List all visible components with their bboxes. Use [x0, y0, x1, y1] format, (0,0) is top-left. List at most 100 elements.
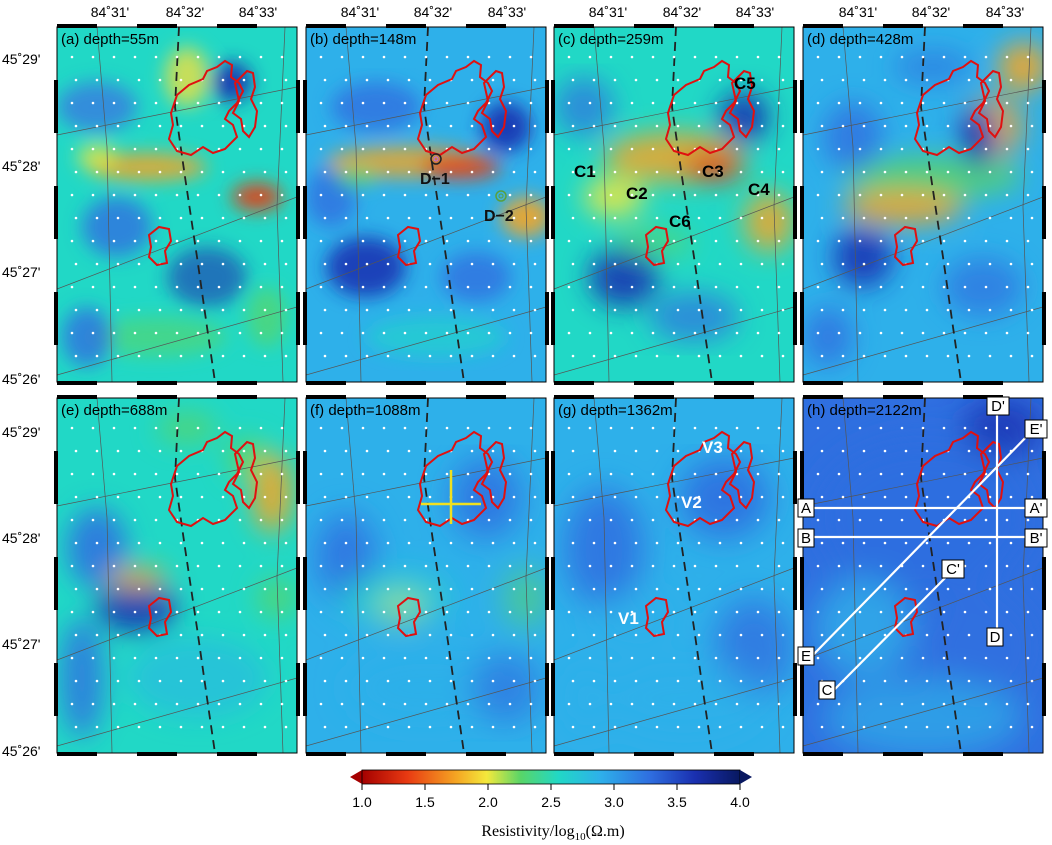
- profile-label-a_prime: A': [1030, 500, 1043, 517]
- lon-tick-label: 84˚32': [912, 4, 950, 20]
- conductor-label-c3: C3: [702, 162, 724, 181]
- dashed-fault-line: [920, 27, 962, 382]
- conductor-label-c1: C1: [574, 162, 596, 181]
- colorbar-tick-label: 2.0: [478, 794, 498, 810]
- profile-label-box: [797, 528, 815, 548]
- resistivity-field: [60, 413, 297, 738]
- top-longitude-ticks: 84˚31' 84˚32' 84˚33' 84˚31' 84˚32' 84˚33…: [91, 4, 1024, 20]
- lat-tick-label: 45˚29': [2, 424, 40, 440]
- profile-label-box: [797, 646, 815, 666]
- conductor-label-c5: C5: [734, 74, 756, 93]
- panel-graticule-bars: [800, 24, 1046, 385]
- lat-tick-label: 45˚27': [2, 264, 40, 280]
- resistivity-field: [559, 458, 794, 738]
- profile-label-b_prime: B': [1030, 530, 1043, 547]
- map-panel-e: (e) depth=688m: [54, 395, 300, 756]
- lat-tick-label: 45˚29': [2, 51, 40, 67]
- profile-label-b: B: [801, 530, 811, 547]
- colorbar: 1.0 1.5 2.0 2.5 3.0 3.5 4.0 Resistivity/log10(…: [350, 769, 752, 843]
- colorbar-title: Resistivity/log10(Ω.m): [481, 823, 624, 843]
- panel-graticule-bars: [800, 395, 1046, 756]
- well-marker-icon: [433, 156, 439, 162]
- profile-label-e: E: [801, 648, 811, 665]
- conductor-label-c4: C4: [748, 180, 770, 199]
- yellow-cross-marker: [421, 470, 481, 524]
- panel-graticule-bars: [303, 24, 549, 385]
- profile-label-d_prime: D': [991, 398, 1005, 415]
- map-panel-h: (h) depth=2122m A A' B B' C C' D D' E E': [797, 395, 1048, 756]
- volcano-label-v3: V3: [702, 438, 723, 457]
- profile-label-a: A: [801, 500, 811, 517]
- map-panel-g: (g) depth=1362m V1 V2 V3: [551, 395, 797, 756]
- dashed-fault-line: [423, 27, 465, 382]
- profile-label-box: [1024, 528, 1048, 548]
- panel-graticule-bars: [54, 24, 300, 385]
- colorbar-tick-label: 3.5: [667, 794, 687, 810]
- lat-tick-label: 45˚28': [2, 530, 40, 546]
- station-dots: [319, 426, 537, 729]
- lon-tick-label: 84˚32': [414, 4, 452, 20]
- station-dots: [70, 55, 288, 358]
- resistivity-field: [554, 77, 794, 342]
- anomaly-outlines: [147, 430, 259, 638]
- lon-tick-label: 84˚33': [736, 4, 774, 20]
- anomaly-outlines: [893, 59, 1005, 267]
- panel-title: (d) depth=428m: [807, 31, 913, 48]
- lon-tick-label: 84˚33': [488, 4, 526, 20]
- colorbar-low-arrow: [350, 770, 362, 784]
- profile-label-box: [797, 498, 815, 518]
- anomaly-outlines: [396, 59, 508, 267]
- station-dots: [567, 426, 785, 729]
- anomaly-outlines: [644, 59, 756, 267]
- colorbar-tick-label: 2.5: [541, 794, 561, 810]
- map-panel-b: (b) depth=148m D−1 D−2: [303, 24, 549, 385]
- resistivity-field: [316, 458, 546, 728]
- left-latitude-ticks: 45˚29' 45˚28' 45˚27' 45˚26' 45˚29' 45˚28…: [2, 51, 40, 759]
- profile-label-box: [818, 680, 836, 700]
- profile-label-box: [1024, 419, 1048, 439]
- lat-tick-label: 45˚26': [2, 743, 40, 759]
- profile-label-d: D: [990, 629, 1001, 646]
- panel-title: (g) depth=1362m: [558, 402, 673, 419]
- dashed-fault-line: [671, 398, 713, 753]
- conductor-label-c6: C6: [669, 212, 691, 231]
- colorbar-tick-label: 4.0: [730, 794, 750, 810]
- map-panels: (a) depth=55m (b) depth=148m D−1 D−2 (c) dep…: [54, 24, 1048, 756]
- colorbar-gradient: [361, 769, 741, 785]
- colorbar-high-arrow: [740, 770, 752, 784]
- volcano-label-v1: V1: [618, 609, 639, 628]
- resistivity-field: [813, 398, 1043, 753]
- well-marker-icon: [430, 153, 442, 165]
- lon-tick-label: 84˚32': [166, 4, 204, 20]
- lat-tick-label: 45˚28': [2, 158, 40, 174]
- well-label-d2: D−2: [484, 208, 514, 225]
- lon-tick-label: 84˚31': [91, 4, 129, 20]
- anomaly-outlines: [644, 430, 756, 638]
- map-panel-f: (f) depth=1088m: [303, 395, 549, 756]
- dashed-fault-line: [174, 27, 216, 382]
- dashed-fault-line: [671, 27, 713, 382]
- lon-tick-label: 84˚33': [239, 4, 277, 20]
- anomaly-outlines: [147, 59, 259, 267]
- colorbar-tick-label: 1.0: [352, 794, 372, 810]
- panel-title: (b) depth=148m: [310, 31, 416, 48]
- conductor-label-c2: C2: [626, 184, 648, 203]
- panel-graticule-bars: [551, 24, 797, 385]
- panel-title: (f) depth=1088m: [310, 402, 421, 419]
- profile-label-c: C: [822, 682, 833, 699]
- map-panel-c: (c) depth=259m C1 C2 C3 C4 C5 C6: [551, 24, 797, 385]
- station-dots: [816, 55, 1034, 358]
- station-dots: [70, 426, 288, 729]
- lon-tick-label: 84˚32': [663, 4, 701, 20]
- dashed-fault-line: [920, 398, 962, 753]
- panel-graticule-bars: [54, 395, 300, 756]
- anomaly-outlines: [396, 430, 508, 638]
- fault-lines: [803, 27, 1043, 382]
- lon-tick-label: 84˚33': [986, 4, 1024, 20]
- profile-label-box: [941, 559, 965, 579]
- panel-title: (h) depth=2122m: [807, 402, 922, 419]
- panel-title: (c) depth=259m: [558, 31, 663, 48]
- profile-label-box: [1024, 498, 1048, 518]
- profile-label-box: [986, 627, 1004, 647]
